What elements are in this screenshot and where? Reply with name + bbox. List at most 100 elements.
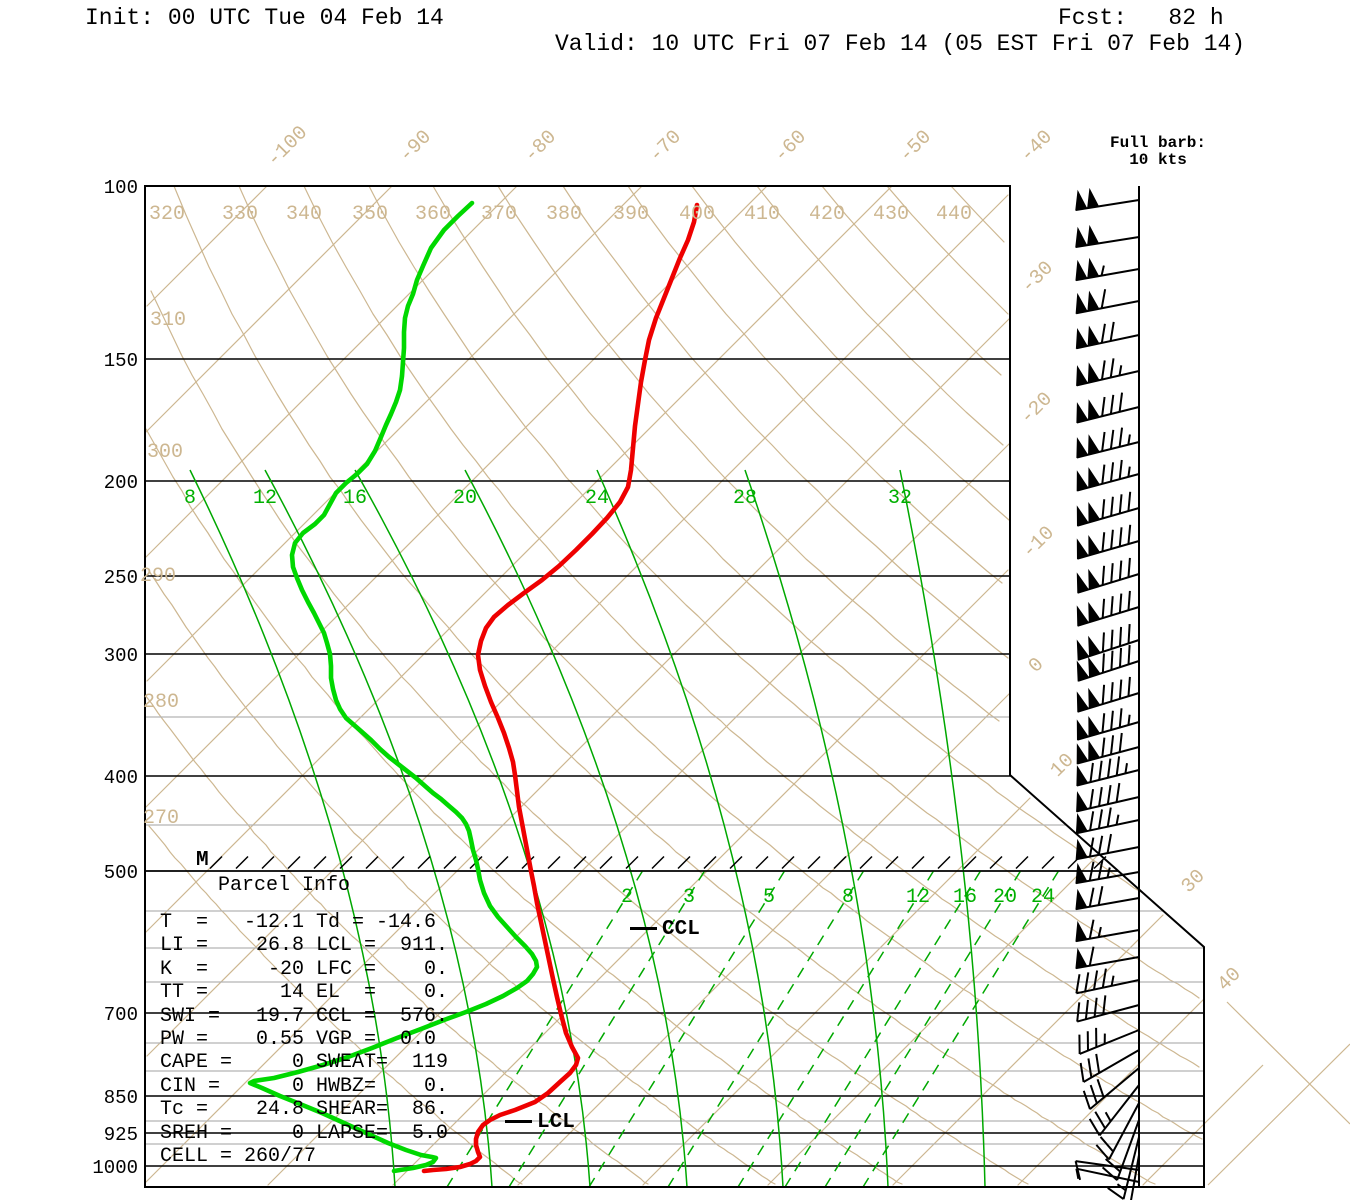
grid-line <box>833 855 847 870</box>
grid-line <box>261 855 275 870</box>
barb-full-tick <box>1084 999 1089 1020</box>
barb-flag-icon <box>1088 502 1101 523</box>
grid-line <box>781 855 795 870</box>
isotherm-label: 40 <box>1213 963 1246 996</box>
barb-full-tick <box>1110 629 1114 650</box>
barb-full-tick <box>1101 737 1106 757</box>
grid-line <box>443 855 457 870</box>
grid-line <box>755 855 769 870</box>
barb-full-tick <box>1107 1187 1125 1200</box>
barb-flag-icon <box>1087 325 1100 347</box>
dry-adiabat-label: 360 <box>415 203 451 226</box>
barb-full-tick <box>1095 1027 1098 1048</box>
isotherm-line <box>267 443 1010 1186</box>
barb-full-tick <box>1118 626 1123 647</box>
wind-barb <box>1078 1027 1140 1055</box>
dry-adiabat-label: 350 <box>352 203 388 226</box>
barb-full-tick <box>1096 1078 1105 1098</box>
barb-flag-icon <box>1076 791 1089 813</box>
dry-adiabat-label: 440 <box>936 203 972 226</box>
barb-full-tick <box>1109 429 1115 450</box>
barb-flag-icon <box>1075 327 1088 349</box>
grid-line <box>885 855 899 870</box>
moist-adiabat-line <box>354 469 591 1188</box>
grid-line <box>989 855 1003 870</box>
grid-line <box>209 855 223 870</box>
barb-full-tick <box>1101 598 1106 619</box>
isotherm-label: 30 <box>1177 865 1210 898</box>
barb-flag-icon <box>1076 402 1089 424</box>
wind-barb <box>1076 524 1140 560</box>
barb-flag-icon <box>1075 888 1088 910</box>
barb-full-tick <box>1127 491 1132 512</box>
isotherm-label: -80 <box>520 126 562 168</box>
pressure-tick-label: 300 <box>104 645 138 667</box>
barb-half-tick <box>1127 714 1131 726</box>
wind-barb <box>1075 833 1140 861</box>
isotherm-line <box>767 854 1099 1186</box>
barb-half-tick <box>1118 365 1123 376</box>
wind-barb <box>1075 885 1140 911</box>
dry-adiabat-line <box>886 185 1009 315</box>
lcl-dash-icon <box>505 1120 532 1123</box>
barb-full-tick <box>1118 459 1123 480</box>
isotherm-line <box>146 185 268 307</box>
barb-full-tick <box>1102 995 1107 1015</box>
barb-full-tick <box>1106 833 1113 854</box>
barb-full-tick <box>1101 499 1106 519</box>
barb-full-tick <box>1118 732 1123 753</box>
barb-full-tick <box>1076 1002 1081 1022</box>
barb-flag-icon <box>1075 189 1088 211</box>
barb-staff <box>1075 1160 1140 1171</box>
moist-adiabat-label: 28 <box>733 487 757 510</box>
barb-full-tick <box>1079 1062 1085 1083</box>
isotherm-label: -90 <box>395 126 437 168</box>
barb-flag-icon <box>1088 656 1101 678</box>
grid-line <box>859 855 873 870</box>
wind-barb <box>1076 491 1140 527</box>
pressure-tick-label: 400 <box>104 767 138 789</box>
barb-full-tick <box>1118 527 1123 547</box>
barb-half-tick <box>1110 975 1115 987</box>
isotherm-line <box>145 185 393 433</box>
wind-barb <box>1075 946 1140 970</box>
isotherm-label: -70 <box>645 126 687 168</box>
barb-flag-icon <box>1088 535 1101 556</box>
wind-barb <box>1076 590 1140 627</box>
barb-flag-icon <box>1088 687 1101 709</box>
barb-full-tick <box>1118 593 1123 613</box>
grid-line <box>937 855 951 870</box>
barb-full-tick <box>1100 323 1106 344</box>
barb-flag-icon <box>1076 719 1089 741</box>
barb-full-tick <box>1089 811 1095 831</box>
barb-full-tick <box>1118 708 1123 728</box>
barb-full-tick <box>1093 970 1099 990</box>
lcl-marker: LCL <box>505 1111 575 1134</box>
dry-adiabat-labels: 320 330 340 350 360 370 380 390 400 410 420 430 440 3… <box>140 203 972 830</box>
dry-adiabat-label: 340 <box>286 203 322 226</box>
moist-adiabat-label: 16 <box>343 487 367 510</box>
barb-full-tick <box>1087 1058 1093 1078</box>
wind-barb <box>1075 968 1140 995</box>
dry-adiabat-line <box>691 185 1010 521</box>
barb-flag-icon <box>1076 660 1090 682</box>
barb-flag-icon <box>1075 838 1088 860</box>
dry-adiabat-line <box>497 185 1000 722</box>
barb-full-tick <box>1101 431 1106 452</box>
dry-adiabat-line <box>562 185 1009 659</box>
wind-barb <box>1076 427 1140 459</box>
margin-lines <box>1203 1001 1350 1186</box>
dry-adiabat-line <box>756 185 1004 446</box>
grid-line <box>588 870 786 1188</box>
plot-border-path <box>144 185 1205 1188</box>
dry-adiabat-label: 320 <box>149 203 185 226</box>
barb-full-tick <box>1098 786 1103 807</box>
wind-barb <box>1076 756 1140 787</box>
barb-full-tick <box>1095 1053 1101 1074</box>
isotherm-label: -20 <box>1016 388 1058 430</box>
isotherm-label: -100 <box>263 122 313 172</box>
grid-line <box>911 855 925 870</box>
wind-barb <box>1076 557 1140 594</box>
barb-flag-icon <box>1087 187 1100 209</box>
major-pressure-lines <box>145 358 1204 1167</box>
